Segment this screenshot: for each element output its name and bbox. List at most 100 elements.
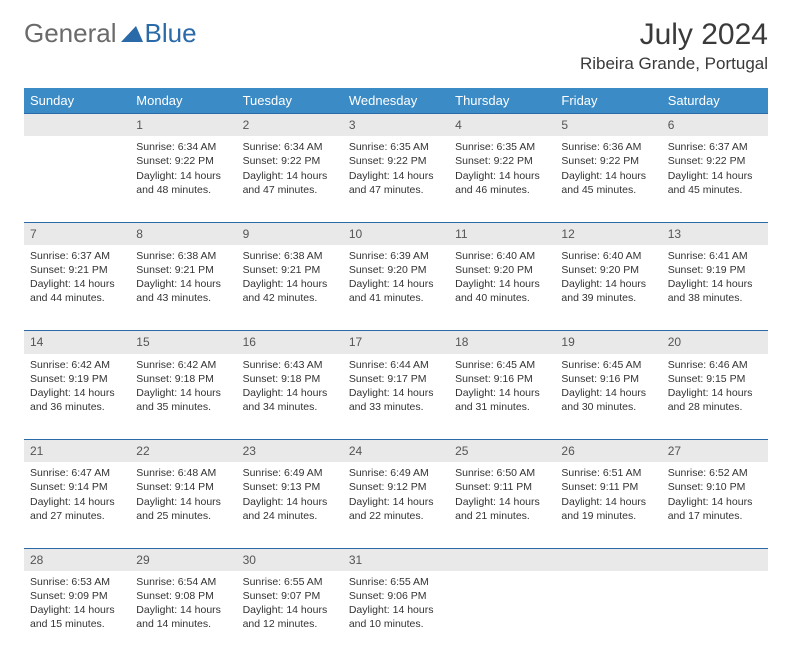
sunset-text: Sunset: 9:18 PM — [243, 372, 337, 386]
day1-text: Daylight: 14 hours — [349, 169, 443, 183]
day-cell: Sunrise: 6:50 AMSunset: 9:11 PMDaylight:… — [449, 462, 555, 548]
weekday-header: Monday — [130, 88, 236, 114]
day-cell — [449, 571, 555, 657]
sunrise-text: Sunrise: 6:49 AM — [349, 466, 443, 480]
day-number: 27 — [662, 440, 768, 463]
day-cell: Sunrise: 6:37 AMSunset: 9:21 PMDaylight:… — [24, 245, 130, 331]
day2-text: and 43 minutes. — [136, 291, 230, 305]
day1-text: Daylight: 14 hours — [136, 603, 230, 617]
day1-text: Daylight: 14 hours — [243, 603, 337, 617]
sunrise-text: Sunrise: 6:37 AM — [30, 249, 124, 263]
sunrise-text: Sunrise: 6:35 AM — [349, 140, 443, 154]
weekday-header: Friday — [555, 88, 661, 114]
day-number — [24, 114, 130, 137]
day2-text: and 34 minutes. — [243, 400, 337, 414]
day-cell: Sunrise: 6:45 AMSunset: 9:16 PMDaylight:… — [555, 354, 661, 440]
day2-text: and 41 minutes. — [349, 291, 443, 305]
day1-text: Daylight: 14 hours — [243, 277, 337, 291]
day2-text: and 42 minutes. — [243, 291, 337, 305]
day-info-row: Sunrise: 6:42 AMSunset: 9:19 PMDaylight:… — [24, 354, 768, 440]
sunset-text: Sunset: 9:17 PM — [349, 372, 443, 386]
day-cell: Sunrise: 6:48 AMSunset: 9:14 PMDaylight:… — [130, 462, 236, 548]
sunrise-text: Sunrise: 6:48 AM — [136, 466, 230, 480]
sunrise-text: Sunrise: 6:54 AM — [136, 575, 230, 589]
day2-text: and 36 minutes. — [30, 400, 124, 414]
day-number: 26 — [555, 440, 661, 463]
day-cell: Sunrise: 6:44 AMSunset: 9:17 PMDaylight:… — [343, 354, 449, 440]
sunrise-text: Sunrise: 6:38 AM — [243, 249, 337, 263]
sunrise-text: Sunrise: 6:55 AM — [349, 575, 443, 589]
day1-text: Daylight: 14 hours — [561, 495, 655, 509]
sunrise-text: Sunrise: 6:43 AM — [243, 358, 337, 372]
day-number: 7 — [24, 222, 130, 245]
sunrise-text: Sunrise: 6:52 AM — [668, 466, 762, 480]
day-number-row: 21222324252627 — [24, 440, 768, 463]
month-title: July 2024 — [580, 18, 768, 52]
sunrise-text: Sunrise: 6:49 AM — [243, 466, 337, 480]
day2-text: and 25 minutes. — [136, 509, 230, 523]
sunset-text: Sunset: 9:14 PM — [136, 480, 230, 494]
day1-text: Daylight: 14 hours — [561, 386, 655, 400]
sunset-text: Sunset: 9:08 PM — [136, 589, 230, 603]
sunrise-text: Sunrise: 6:39 AM — [349, 249, 443, 263]
sunrise-text: Sunrise: 6:45 AM — [561, 358, 655, 372]
weekday-header: Saturday — [662, 88, 768, 114]
day2-text: and 47 minutes. — [243, 183, 337, 197]
sunset-text: Sunset: 9:11 PM — [455, 480, 549, 494]
day-cell: Sunrise: 6:43 AMSunset: 9:18 PMDaylight:… — [237, 354, 343, 440]
day-number: 23 — [237, 440, 343, 463]
sunrise-text: Sunrise: 6:36 AM — [561, 140, 655, 154]
day2-text: and 22 minutes. — [349, 509, 443, 523]
sunrise-text: Sunrise: 6:42 AM — [136, 358, 230, 372]
sunrise-text: Sunrise: 6:34 AM — [243, 140, 337, 154]
day-cell: Sunrise: 6:46 AMSunset: 9:15 PMDaylight:… — [662, 354, 768, 440]
day-number: 31 — [343, 548, 449, 571]
day2-text: and 30 minutes. — [561, 400, 655, 414]
day-number: 16 — [237, 331, 343, 354]
day-number: 18 — [449, 331, 555, 354]
day2-text: and 45 minutes. — [561, 183, 655, 197]
day1-text: Daylight: 14 hours — [30, 603, 124, 617]
title-block: July 2024 Ribeira Grande, Portugal — [580, 18, 768, 74]
sunset-text: Sunset: 9:16 PM — [455, 372, 549, 386]
day-cell: Sunrise: 6:53 AMSunset: 9:09 PMDaylight:… — [24, 571, 130, 657]
calendar-table: Sunday Monday Tuesday Wednesday Thursday… — [24, 88, 768, 657]
day-number: 29 — [130, 548, 236, 571]
day2-text: and 12 minutes. — [243, 617, 337, 631]
day-number: 2 — [237, 114, 343, 137]
day2-text: and 39 minutes. — [561, 291, 655, 305]
day-number: 15 — [130, 331, 236, 354]
day-number: 24 — [343, 440, 449, 463]
sunset-text: Sunset: 9:22 PM — [561, 154, 655, 168]
sunset-text: Sunset: 9:07 PM — [243, 589, 337, 603]
sunrise-text: Sunrise: 6:40 AM — [561, 249, 655, 263]
day2-text: and 31 minutes. — [455, 400, 549, 414]
sunset-text: Sunset: 9:22 PM — [455, 154, 549, 168]
sunset-text: Sunset: 9:12 PM — [349, 480, 443, 494]
day1-text: Daylight: 14 hours — [668, 386, 762, 400]
day2-text: and 28 minutes. — [668, 400, 762, 414]
sunset-text: Sunset: 9:20 PM — [561, 263, 655, 277]
day1-text: Daylight: 14 hours — [455, 169, 549, 183]
sunset-text: Sunset: 9:22 PM — [136, 154, 230, 168]
day1-text: Daylight: 14 hours — [349, 386, 443, 400]
day1-text: Daylight: 14 hours — [30, 277, 124, 291]
sunset-text: Sunset: 9:21 PM — [136, 263, 230, 277]
day-cell: Sunrise: 6:47 AMSunset: 9:14 PMDaylight:… — [24, 462, 130, 548]
day2-text: and 19 minutes. — [561, 509, 655, 523]
day-cell: Sunrise: 6:38 AMSunset: 9:21 PMDaylight:… — [130, 245, 236, 331]
day1-text: Daylight: 14 hours — [136, 495, 230, 509]
day-number: 19 — [555, 331, 661, 354]
day-cell: Sunrise: 6:49 AMSunset: 9:13 PMDaylight:… — [237, 462, 343, 548]
sunrise-text: Sunrise: 6:50 AM — [455, 466, 549, 480]
day-number: 11 — [449, 222, 555, 245]
day-number-row: 14151617181920 — [24, 331, 768, 354]
logo-text-1: General — [24, 18, 117, 49]
day1-text: Daylight: 14 hours — [349, 603, 443, 617]
day-number: 25 — [449, 440, 555, 463]
day1-text: Daylight: 14 hours — [455, 495, 549, 509]
day-info-row: Sunrise: 6:34 AMSunset: 9:22 PMDaylight:… — [24, 136, 768, 222]
day1-text: Daylight: 14 hours — [136, 169, 230, 183]
day-cell: Sunrise: 6:42 AMSunset: 9:19 PMDaylight:… — [24, 354, 130, 440]
logo: General Blue — [24, 18, 197, 49]
